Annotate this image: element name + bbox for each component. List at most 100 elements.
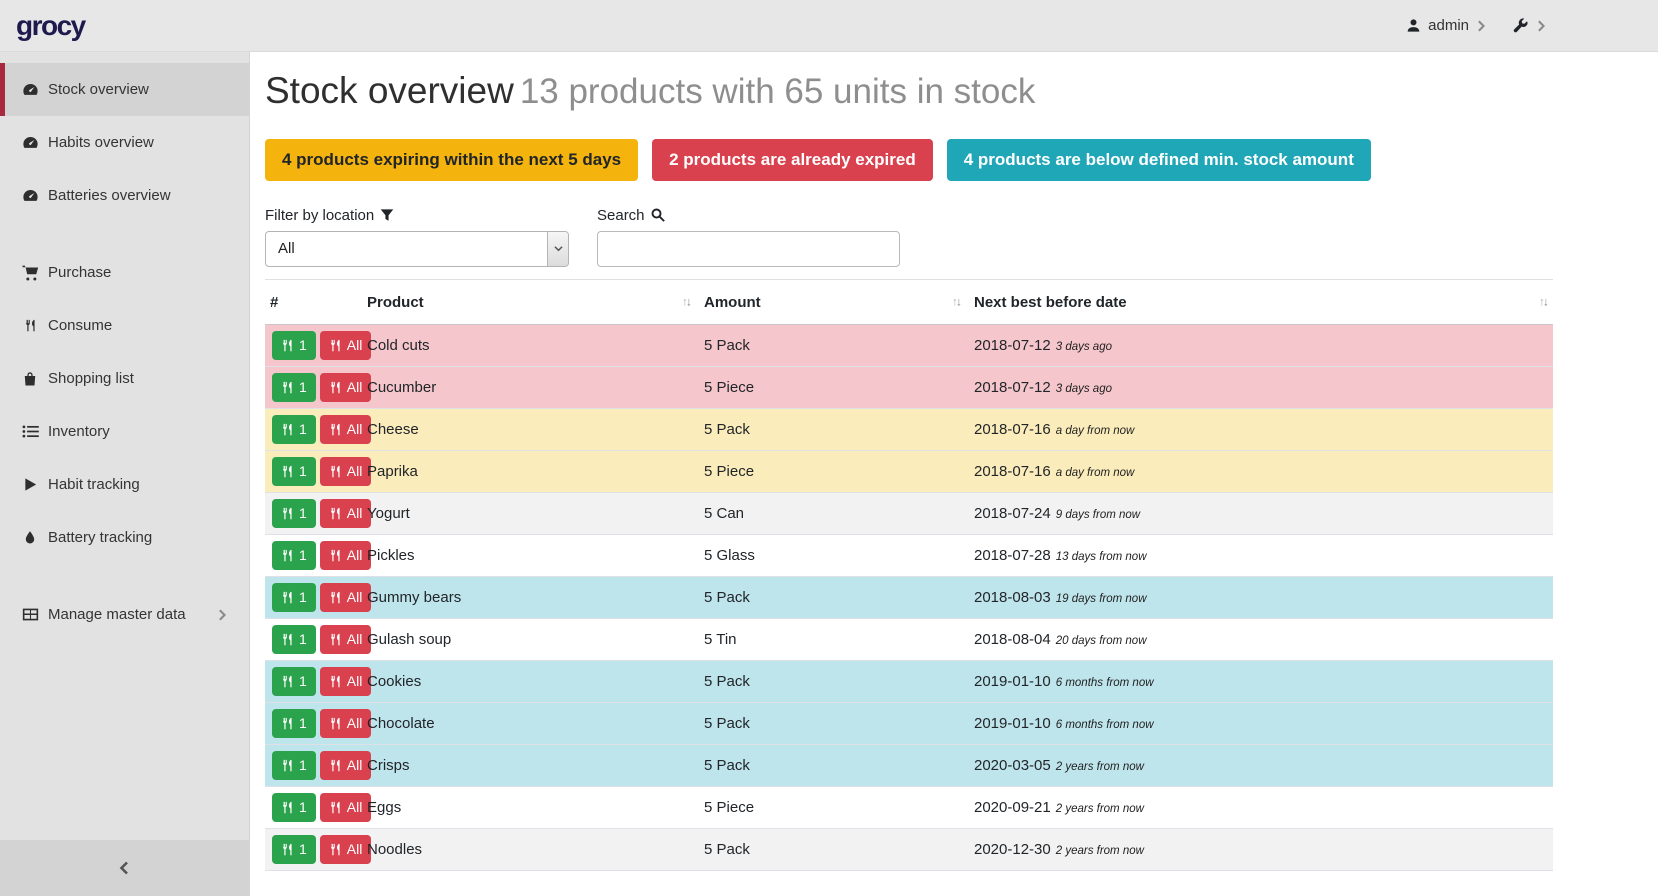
sidebar-item-label: Inventory (48, 423, 110, 440)
product-amount: 5 Piece (696, 785, 966, 829)
button-label: All (346, 715, 363, 732)
utensils-icon (281, 381, 294, 394)
consume-one-button[interactable]: 1 (272, 372, 316, 402)
best-before-date: 2019-01-10 6 months from now (966, 701, 1553, 745)
consume-one-button[interactable]: 1 (272, 624, 316, 654)
consume-one-button[interactable]: 1 (272, 540, 316, 570)
consume-all-button[interactable]: All (319, 624, 372, 654)
consume-all-button[interactable]: All (319, 330, 372, 360)
best-before-date: 2018-07-24 9 days from now (966, 491, 1553, 535)
product-name: Paprika (359, 449, 696, 493)
button-label: All (346, 547, 363, 564)
utensils-icon (329, 717, 342, 730)
sidebar-item-shopping-list[interactable]: Shopping list (0, 352, 249, 405)
button-label: All (346, 505, 363, 522)
search-label: Search (597, 207, 900, 224)
sidebar-collapse-button[interactable] (0, 840, 249, 896)
location-filter-select[interactable]: All (265, 230, 569, 267)
best-before-date: 2018-07-12 3 days ago (966, 323, 1553, 367)
status-badge-info[interactable]: 4 products are below defined min. stock … (946, 138, 1371, 181)
consume-all-button[interactable]: All (319, 792, 372, 822)
sidebar-item-label: Shopping list (48, 370, 134, 387)
consume-all-button[interactable]: All (319, 540, 372, 570)
consume-all-button[interactable]: All (319, 414, 372, 444)
consume-one-button[interactable]: 1 (272, 666, 316, 696)
date-relative: a day from now (1055, 424, 1135, 437)
column-header-next-best-before-date[interactable]: Next best before date ↑↓ (966, 278, 1553, 325)
main-content: Stock overview 13 products with 65 units … (250, 52, 1658, 896)
consume-all-button[interactable]: All (319, 456, 372, 486)
table-row: 1 All Yogurt 5 Can 2018-07-24 9 days from now (265, 491, 1553, 535)
sort-icon: ↑↓ (1539, 293, 1549, 308)
product-amount: 5 Pack (696, 659, 966, 703)
consume-one-button[interactable]: 1 (272, 582, 316, 612)
sidebar-item-manage-master-data[interactable]: Manage master data (0, 588, 249, 641)
consume-all-button[interactable]: All (319, 834, 372, 864)
sidebar-item-battery-tracking[interactable]: Battery tracking (0, 511, 249, 564)
chevron-left-icon (119, 861, 130, 875)
best-before-date: 2020-12-30 2 years from now (966, 827, 1553, 871)
column-header-product[interactable]: Product ↑↓ (359, 278, 696, 325)
table-row: 1 All Cookies 5 Pack 2019-01-10 6 months from… (265, 659, 1553, 703)
consume-all-button[interactable]: All (319, 666, 372, 696)
settings-menu[interactable] (1512, 17, 1546, 34)
consume-one-button[interactable]: 1 (272, 498, 316, 528)
user-menu[interactable]: admin (1406, 17, 1486, 34)
sidebar-item-batteries-overview[interactable]: Batteries overview (0, 169, 249, 222)
grid-icon (21, 606, 39, 623)
consume-one-button[interactable]: 1 (272, 708, 316, 738)
chevron-right-icon (213, 609, 231, 621)
date-relative: 2 years from now (1055, 844, 1144, 857)
product-name: Crisps (359, 743, 696, 787)
sidebar-item-inventory[interactable]: Inventory (0, 405, 249, 458)
column-header-amount[interactable]: Amount ↑↓ (696, 278, 966, 325)
best-before-date: 2018-08-03 19 days from now (966, 575, 1553, 619)
product-amount: 5 Pack (696, 575, 966, 619)
page-subtitle: 13 products with 65 units in stock (519, 72, 1036, 111)
consume-all-button[interactable]: All (319, 708, 372, 738)
sidebar-item-stock-overview[interactable]: Stock overview (0, 63, 249, 116)
consume-one-button[interactable]: 1 (272, 414, 316, 444)
stock-table: # Product ↑↓ Amount ↑↓ Next best before date ↑… (265, 278, 1553, 871)
date-value: 2018-08-03 (974, 588, 1051, 606)
status-badge-warning[interactable]: 4 products expiring within the next 5 da… (265, 138, 639, 181)
consume-one-button[interactable]: 1 (272, 750, 316, 780)
date-value: 2018-08-04 (974, 630, 1051, 648)
consume-one-button[interactable]: 1 (272, 792, 316, 822)
sidebar-item-purchase[interactable]: Purchase (0, 246, 249, 299)
consume-one-button[interactable]: 1 (272, 834, 316, 864)
sidebar-item-habit-tracking[interactable]: Habit tracking (0, 458, 249, 511)
best-before-date: 2020-03-05 2 years from now (966, 743, 1553, 787)
utensils-icon (281, 717, 294, 730)
sidebar-item-habits-overview[interactable]: Habits overview (0, 116, 249, 169)
utensils-icon (281, 675, 294, 688)
sidebar-item-consume[interactable]: Consume (0, 299, 249, 352)
utensils-icon (281, 633, 294, 646)
consume-all-button[interactable]: All (319, 582, 372, 612)
utensils-icon (329, 465, 342, 478)
date-relative: 2 years from now (1055, 802, 1144, 815)
best-before-date: 2018-07-12 3 days ago (966, 365, 1553, 409)
table-row: 1 All Pickles 5 Glass 2018-07-28 13 days from… (265, 533, 1553, 577)
button-label: 1 (299, 841, 307, 858)
date-value: 2018-07-12 (974, 336, 1051, 354)
button-label: 1 (299, 547, 307, 564)
search-input[interactable] (597, 230, 900, 267)
date-relative: 9 days from now (1055, 508, 1141, 521)
status-badge-danger[interactable]: 2 products are already expired (652, 138, 933, 181)
app-logo[interactable]: grocy (16, 9, 86, 41)
button-label: 1 (299, 337, 307, 354)
consume-one-button[interactable]: 1 (272, 456, 316, 486)
consume-all-button[interactable]: All (319, 498, 372, 528)
tachometer-icon (21, 81, 39, 98)
utensils-icon (329, 339, 342, 352)
table-header-row: # Product ↑↓ Amount ↑↓ Next best before date ↑… (265, 278, 1553, 325)
date-relative: 2 years from now (1055, 760, 1144, 773)
utensils-icon (281, 507, 294, 520)
page-title-text: Stock overview (265, 70, 514, 111)
product-amount: 5 Pack (696, 827, 966, 871)
button-label: 1 (299, 799, 307, 816)
consume-all-button[interactable]: All (319, 750, 372, 780)
consume-one-button[interactable]: 1 (272, 330, 316, 360)
consume-all-button[interactable]: All (319, 372, 372, 402)
